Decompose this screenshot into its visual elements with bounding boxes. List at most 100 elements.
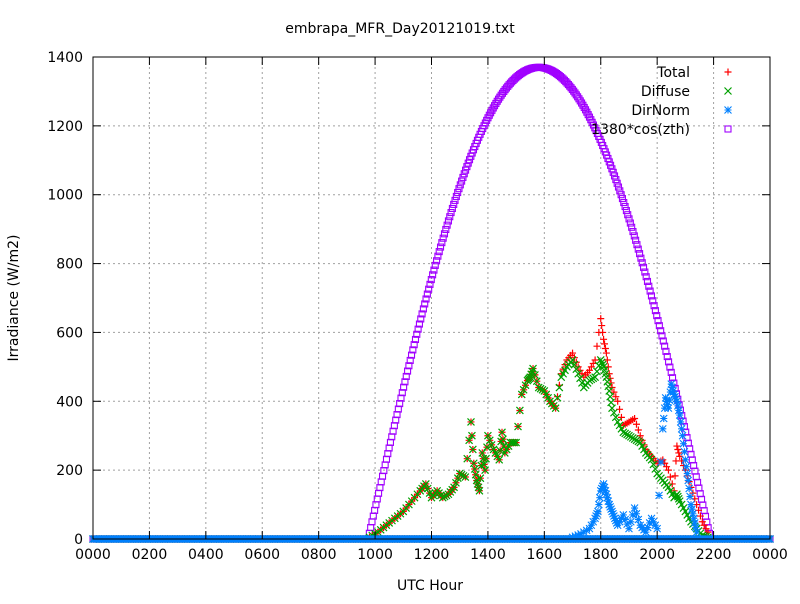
data-point (621, 203, 629, 211)
data-point (592, 512, 600, 520)
data-point (468, 445, 477, 454)
data-point (506, 438, 515, 447)
data-point (578, 378, 586, 387)
data-point (643, 277, 652, 286)
data-point (682, 462, 691, 471)
data-point (645, 519, 654, 527)
data-point (616, 187, 624, 195)
data-point (670, 390, 678, 399)
data-point (418, 310, 426, 318)
data-point (568, 533, 577, 542)
data-point (531, 370, 539, 379)
data-point (609, 408, 618, 417)
data-point (553, 393, 562, 402)
legend-label: DirNorm (631, 103, 690, 119)
data-point (671, 472, 679, 480)
data-point (685, 484, 694, 493)
data-point (367, 524, 375, 532)
data-point (569, 349, 577, 357)
data-point (603, 493, 612, 502)
x-tick-label: 0400 (188, 547, 224, 563)
data-point (649, 517, 658, 526)
y-tick-label: 1400 (47, 50, 83, 66)
data-point (651, 521, 660, 530)
data-point (626, 517, 635, 526)
data-point (639, 263, 648, 271)
data-point (597, 484, 606, 493)
y-axis: 0 200 400 600 800 1000 1200 1400 (47, 50, 770, 548)
data-point (677, 424, 686, 433)
data-point (683, 469, 692, 478)
data-point (605, 500, 614, 509)
x-tick-label: 1600 (527, 547, 563, 563)
data-point (487, 440, 496, 449)
data-point (372, 501, 380, 509)
data-point (604, 497, 613, 506)
chart-title: embrapa_MFR_Day20121019.txt (285, 21, 515, 37)
data-point (665, 396, 674, 405)
data-point (641, 268, 649, 276)
data-point (576, 374, 584, 383)
data-point (555, 383, 564, 392)
data-point (610, 514, 619, 523)
data-point (686, 492, 694, 501)
data-point (414, 325, 422, 333)
data-point (485, 436, 494, 445)
data-point (653, 524, 662, 533)
data-point (610, 172, 619, 180)
data-point (608, 507, 616, 516)
data-point (596, 356, 605, 364)
legend: Total Diffuse DirNorm 1380*cos(zth) (591, 65, 732, 138)
data-point (591, 373, 600, 382)
data-point (607, 505, 615, 514)
x-tick-label: 1800 (583, 547, 619, 563)
y-tick-label: 1000 (47, 188, 83, 204)
data-point (672, 490, 681, 499)
data-point (631, 415, 639, 422)
data-point (658, 424, 667, 433)
data-point (591, 514, 599, 523)
data-point (596, 486, 605, 495)
data-point (483, 431, 492, 440)
data-point (603, 356, 611, 364)
data-point (668, 480, 676, 488)
data-point (666, 363, 674, 371)
data-point (614, 397, 622, 405)
data-point (700, 507, 708, 515)
legend-label: 1380*cos(zth) (591, 122, 690, 138)
data-point (602, 373, 611, 382)
data-point (514, 422, 522, 431)
legend-marker (724, 68, 732, 76)
data-point (526, 373, 535, 382)
data-point (447, 209, 455, 217)
data-point (666, 473, 674, 481)
data-point (681, 455, 690, 464)
data-point (612, 393, 620, 401)
data-point (454, 188, 462, 197)
data-point (613, 179, 621, 187)
data-point (409, 346, 417, 354)
data-point (602, 349, 610, 357)
data-point (585, 524, 594, 533)
data-point (456, 181, 464, 189)
data-point (619, 511, 628, 519)
data-point (594, 507, 602, 516)
y-tick-label: 0 (74, 532, 83, 548)
data-point (628, 223, 636, 231)
data-point (446, 213, 454, 221)
data-point (673, 397, 681, 406)
data-point (613, 521, 622, 530)
data-point (415, 320, 423, 328)
data-point (498, 428, 506, 437)
x-tick-label: 0600 (244, 547, 280, 563)
data-point (603, 377, 612, 386)
data-point (448, 204, 456, 213)
data-point (649, 460, 658, 469)
data-point (601, 486, 610, 495)
data-point (451, 196, 459, 204)
data-point (612, 176, 620, 184)
data-point (618, 195, 626, 203)
data-point (444, 217, 452, 225)
data-point (689, 514, 698, 523)
